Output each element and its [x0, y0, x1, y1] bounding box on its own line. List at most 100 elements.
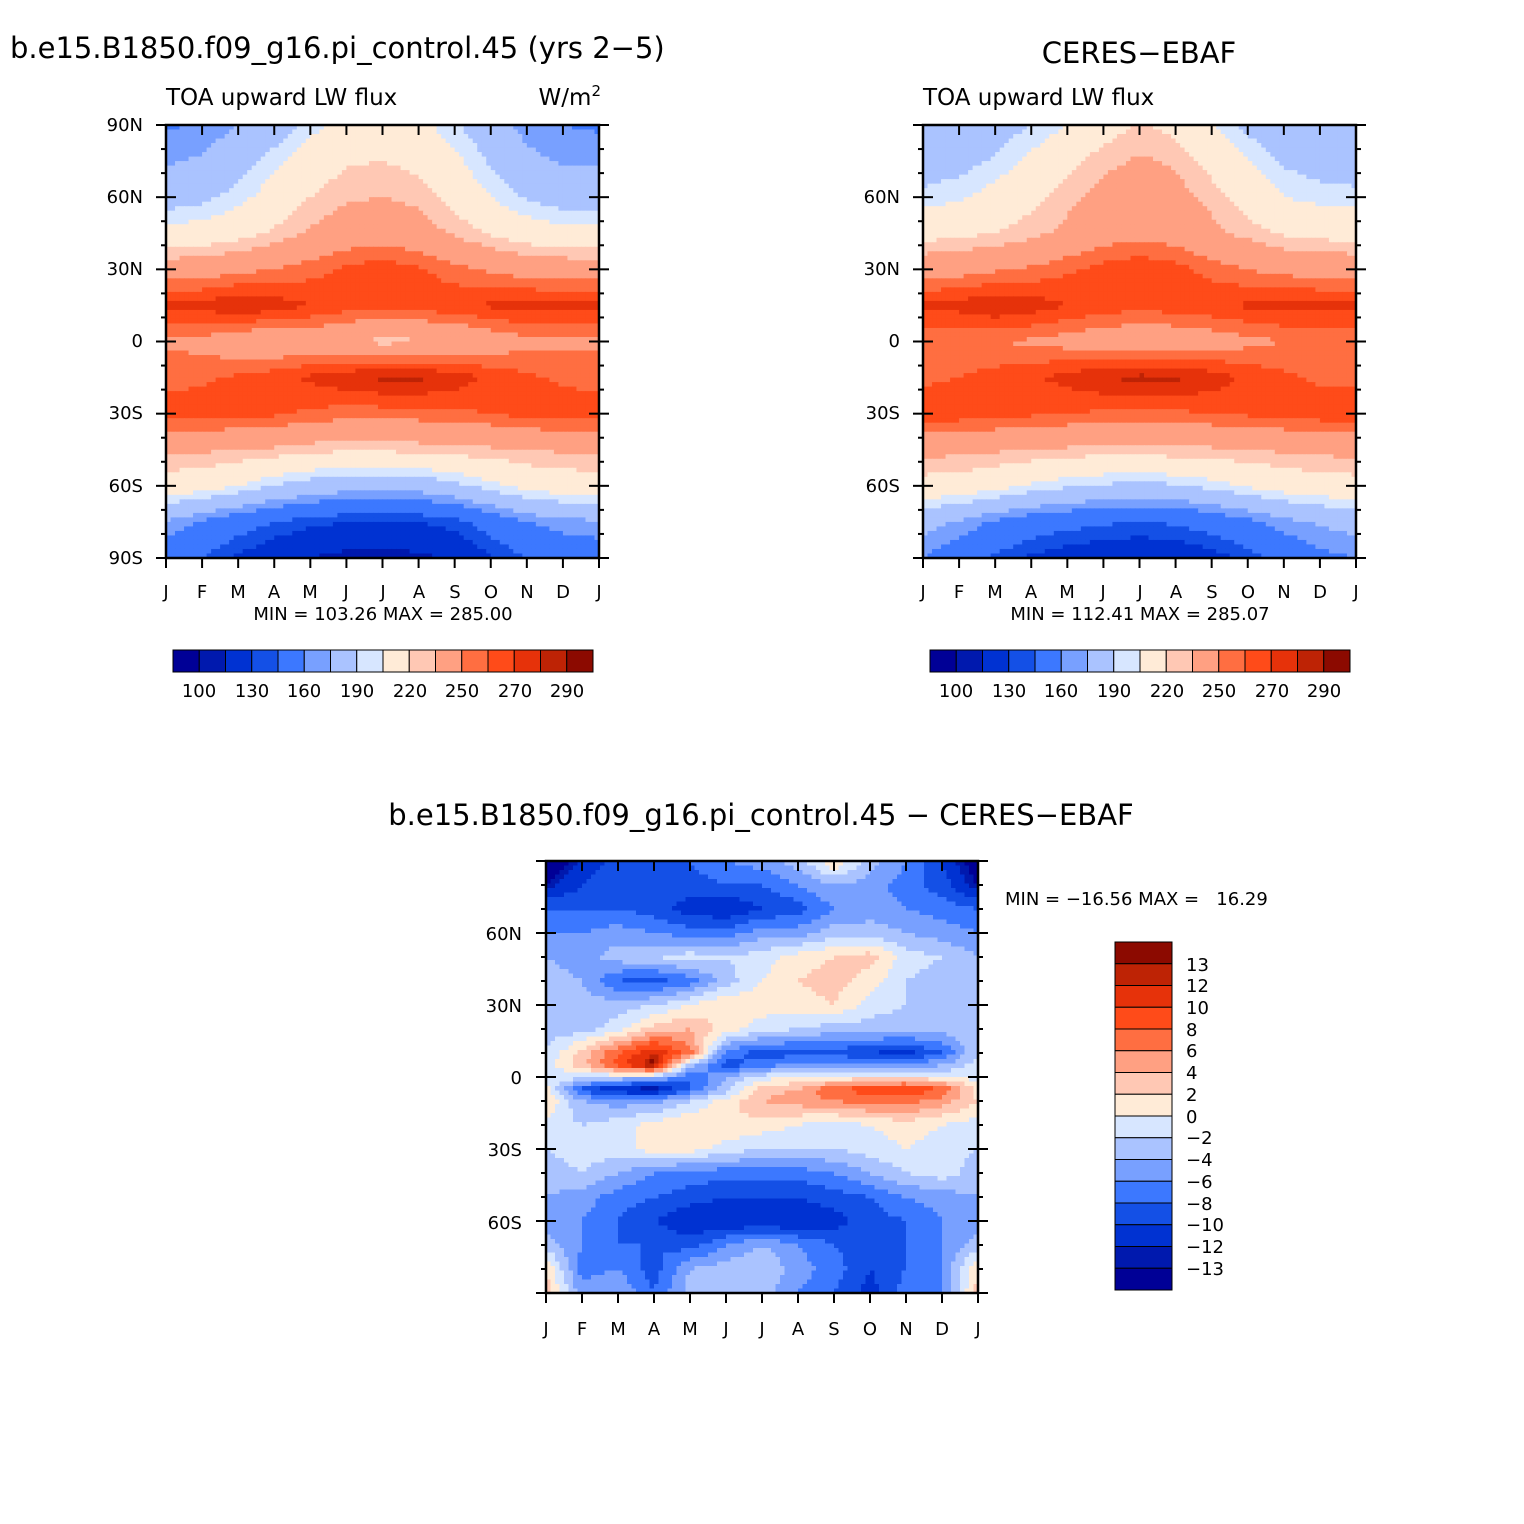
- field-cell: [387, 328, 392, 333]
- field-cell: [387, 143, 392, 148]
- field-cell: [428, 130, 433, 135]
- field-cell: [373, 269, 378, 274]
- field-cell: [428, 175, 433, 180]
- field-cell: [351, 274, 356, 279]
- field-cell: [495, 296, 500, 301]
- field-cell: [549, 242, 554, 247]
- field-cell: [171, 301, 176, 306]
- field-cell: [423, 238, 428, 243]
- field-cell: [283, 229, 288, 234]
- field-cell: [549, 346, 554, 351]
- field-cell: [581, 278, 586, 283]
- field-cell: [545, 256, 550, 261]
- field-cell: [261, 233, 266, 238]
- field-cell: [297, 310, 302, 315]
- field-cell: [279, 328, 284, 333]
- field-cell: [531, 337, 536, 342]
- field-cell: [279, 179, 284, 184]
- field-cell: [473, 233, 478, 238]
- field-cell: [189, 337, 194, 342]
- field-cell: [216, 130, 221, 135]
- field-cell: [198, 319, 203, 324]
- field-cell: [198, 152, 203, 157]
- field-cell: [202, 215, 207, 220]
- field-cell: [590, 233, 595, 238]
- field-cell: [216, 143, 221, 148]
- field-cell: [441, 251, 446, 256]
- field-cell: [220, 229, 225, 234]
- field-cell: [473, 184, 478, 189]
- field-cell: [482, 314, 487, 319]
- field-cell: [373, 197, 378, 202]
- field-cell: [576, 184, 581, 189]
- field-cell: [175, 206, 180, 211]
- field-cell: [243, 355, 248, 360]
- field-cell: [549, 197, 554, 202]
- field-cell: [229, 229, 234, 234]
- field-cell: [234, 269, 239, 274]
- field-cell: [184, 224, 189, 229]
- field-cell: [455, 305, 460, 310]
- field-cell: [572, 148, 577, 153]
- field-cell: [536, 287, 541, 292]
- field-cell: [193, 134, 198, 139]
- field-cell: [211, 211, 216, 216]
- field-cell: [319, 310, 324, 315]
- field-cell: [198, 166, 203, 171]
- field-cell: [531, 175, 536, 180]
- field-cell: [306, 314, 311, 319]
- field-cell: [202, 278, 207, 283]
- field-cell: [337, 342, 342, 347]
- field-cell: [491, 139, 496, 144]
- field-cell: [324, 148, 329, 153]
- field-cell: [441, 161, 446, 166]
- field-cell: [288, 351, 293, 356]
- field-cell: [572, 202, 577, 207]
- field-cell: [387, 355, 392, 360]
- field-cell: [441, 193, 446, 198]
- field-cell: [360, 215, 365, 220]
- field-cell: [261, 337, 266, 342]
- field-cell: [270, 342, 275, 347]
- field-cell: [198, 269, 203, 274]
- field-cell: [315, 130, 320, 135]
- field-cell: [306, 229, 311, 234]
- field-cell: [477, 242, 482, 247]
- field-cell: [292, 314, 297, 319]
- field-cell: [482, 310, 487, 315]
- field-cell: [225, 346, 230, 351]
- field-cell: [410, 256, 415, 261]
- field-cell: [211, 355, 216, 360]
- field-cell: [274, 206, 279, 211]
- field-cell: [495, 328, 500, 333]
- field-cell: [247, 179, 252, 184]
- field-cell: [509, 265, 514, 270]
- field-cell: [585, 152, 590, 157]
- field-cell: [585, 247, 590, 252]
- field-cell: [189, 274, 194, 279]
- field-cell: [513, 184, 518, 189]
- field-cell: [464, 175, 469, 180]
- field-cell: [509, 157, 514, 162]
- field-cell: [243, 170, 248, 175]
- field-cell: [279, 139, 284, 144]
- field-cell: [261, 202, 266, 207]
- field-cell: [383, 346, 388, 351]
- field-cell: [189, 148, 194, 153]
- field-cell: [410, 238, 415, 243]
- field-cell: [554, 184, 559, 189]
- field-cell: [234, 342, 239, 347]
- field-cell: [301, 251, 306, 256]
- field-cell: [274, 233, 279, 238]
- field-cell: [265, 292, 270, 297]
- field-cell: [437, 130, 442, 135]
- field-cell: [531, 274, 536, 279]
- field-cell: [198, 211, 203, 216]
- field-cell: [256, 179, 261, 184]
- field-cell: [171, 229, 176, 234]
- field-cell: [238, 220, 243, 225]
- field-cell: [464, 346, 469, 351]
- field-cell: [220, 157, 225, 162]
- field-cell: [337, 179, 342, 184]
- field-cell: [373, 130, 378, 135]
